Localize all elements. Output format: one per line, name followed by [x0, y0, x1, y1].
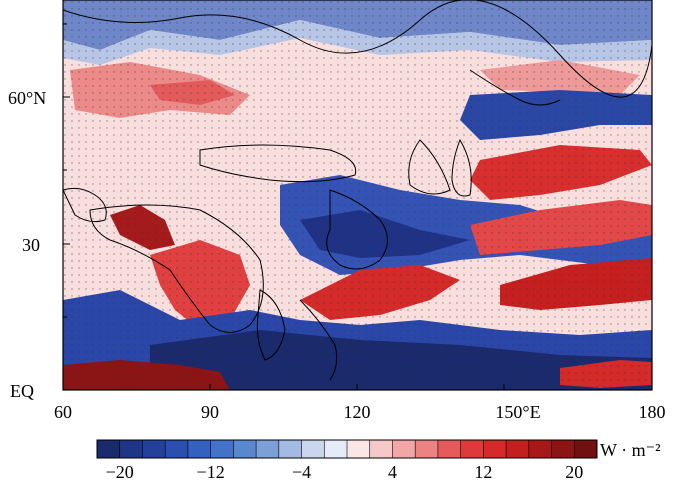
colorbar-swatch	[119, 440, 143, 458]
colorbar-tick-label: −20	[106, 462, 134, 482]
x-tick-90: 90	[201, 402, 219, 422]
colorbar-swatch	[165, 440, 189, 458]
colorbar-swatch	[187, 440, 211, 458]
colorbar-tick-label: 12	[474, 462, 492, 482]
colorbar-unit: W · m⁻²	[600, 440, 661, 460]
colorbar-swatch	[347, 440, 371, 458]
y-tick-eq: EQ	[10, 381, 34, 401]
colorbar-swatch	[369, 440, 393, 458]
colorbar-tick-label: 20	[565, 462, 583, 482]
colorbar-swatch	[256, 440, 280, 458]
x-tick-180: 180	[639, 402, 666, 422]
colorbar-tick-label: −4	[292, 462, 311, 482]
y-tick-60n: 60°N	[8, 88, 46, 108]
colorbar-swatch	[301, 440, 325, 458]
x-axis	[62, 384, 653, 390]
coastlines	[63, 0, 652, 381]
colorbar-tick-label: −12	[197, 462, 225, 482]
x-tick-150e: 150°E	[495, 402, 540, 422]
colorbar-swatch	[437, 440, 461, 458]
colorbar-swatch	[415, 440, 439, 458]
y-tick-30: 30	[22, 235, 40, 255]
significance-stippling	[63, 0, 652, 390]
x-tick-60: 60	[54, 402, 72, 422]
colorbar-swatch	[483, 440, 507, 458]
colorbar-swatch	[210, 440, 234, 458]
colorbar-swatch	[528, 440, 552, 458]
y-axis	[63, 23, 70, 391]
colorbar-swatch	[233, 440, 257, 458]
colorbar-swatch	[460, 440, 484, 458]
map-panel	[63, 0, 652, 390]
x-tick-120: 120	[344, 402, 371, 422]
colorbar-swatch	[506, 440, 530, 458]
colorbar: −20 −12 −4 4 12 20	[96, 439, 598, 482]
colorbar-tick-label: 4	[388, 462, 397, 482]
colorbar-swatch	[278, 440, 302, 458]
colorbar-swatch	[142, 440, 166, 458]
colorbar-swatch	[574, 440, 598, 458]
colorbar-swatch	[551, 440, 575, 458]
colorbar-swatch	[392, 440, 416, 458]
colorbar-swatch	[97, 440, 121, 458]
colorbar-swatch	[324, 440, 348, 458]
